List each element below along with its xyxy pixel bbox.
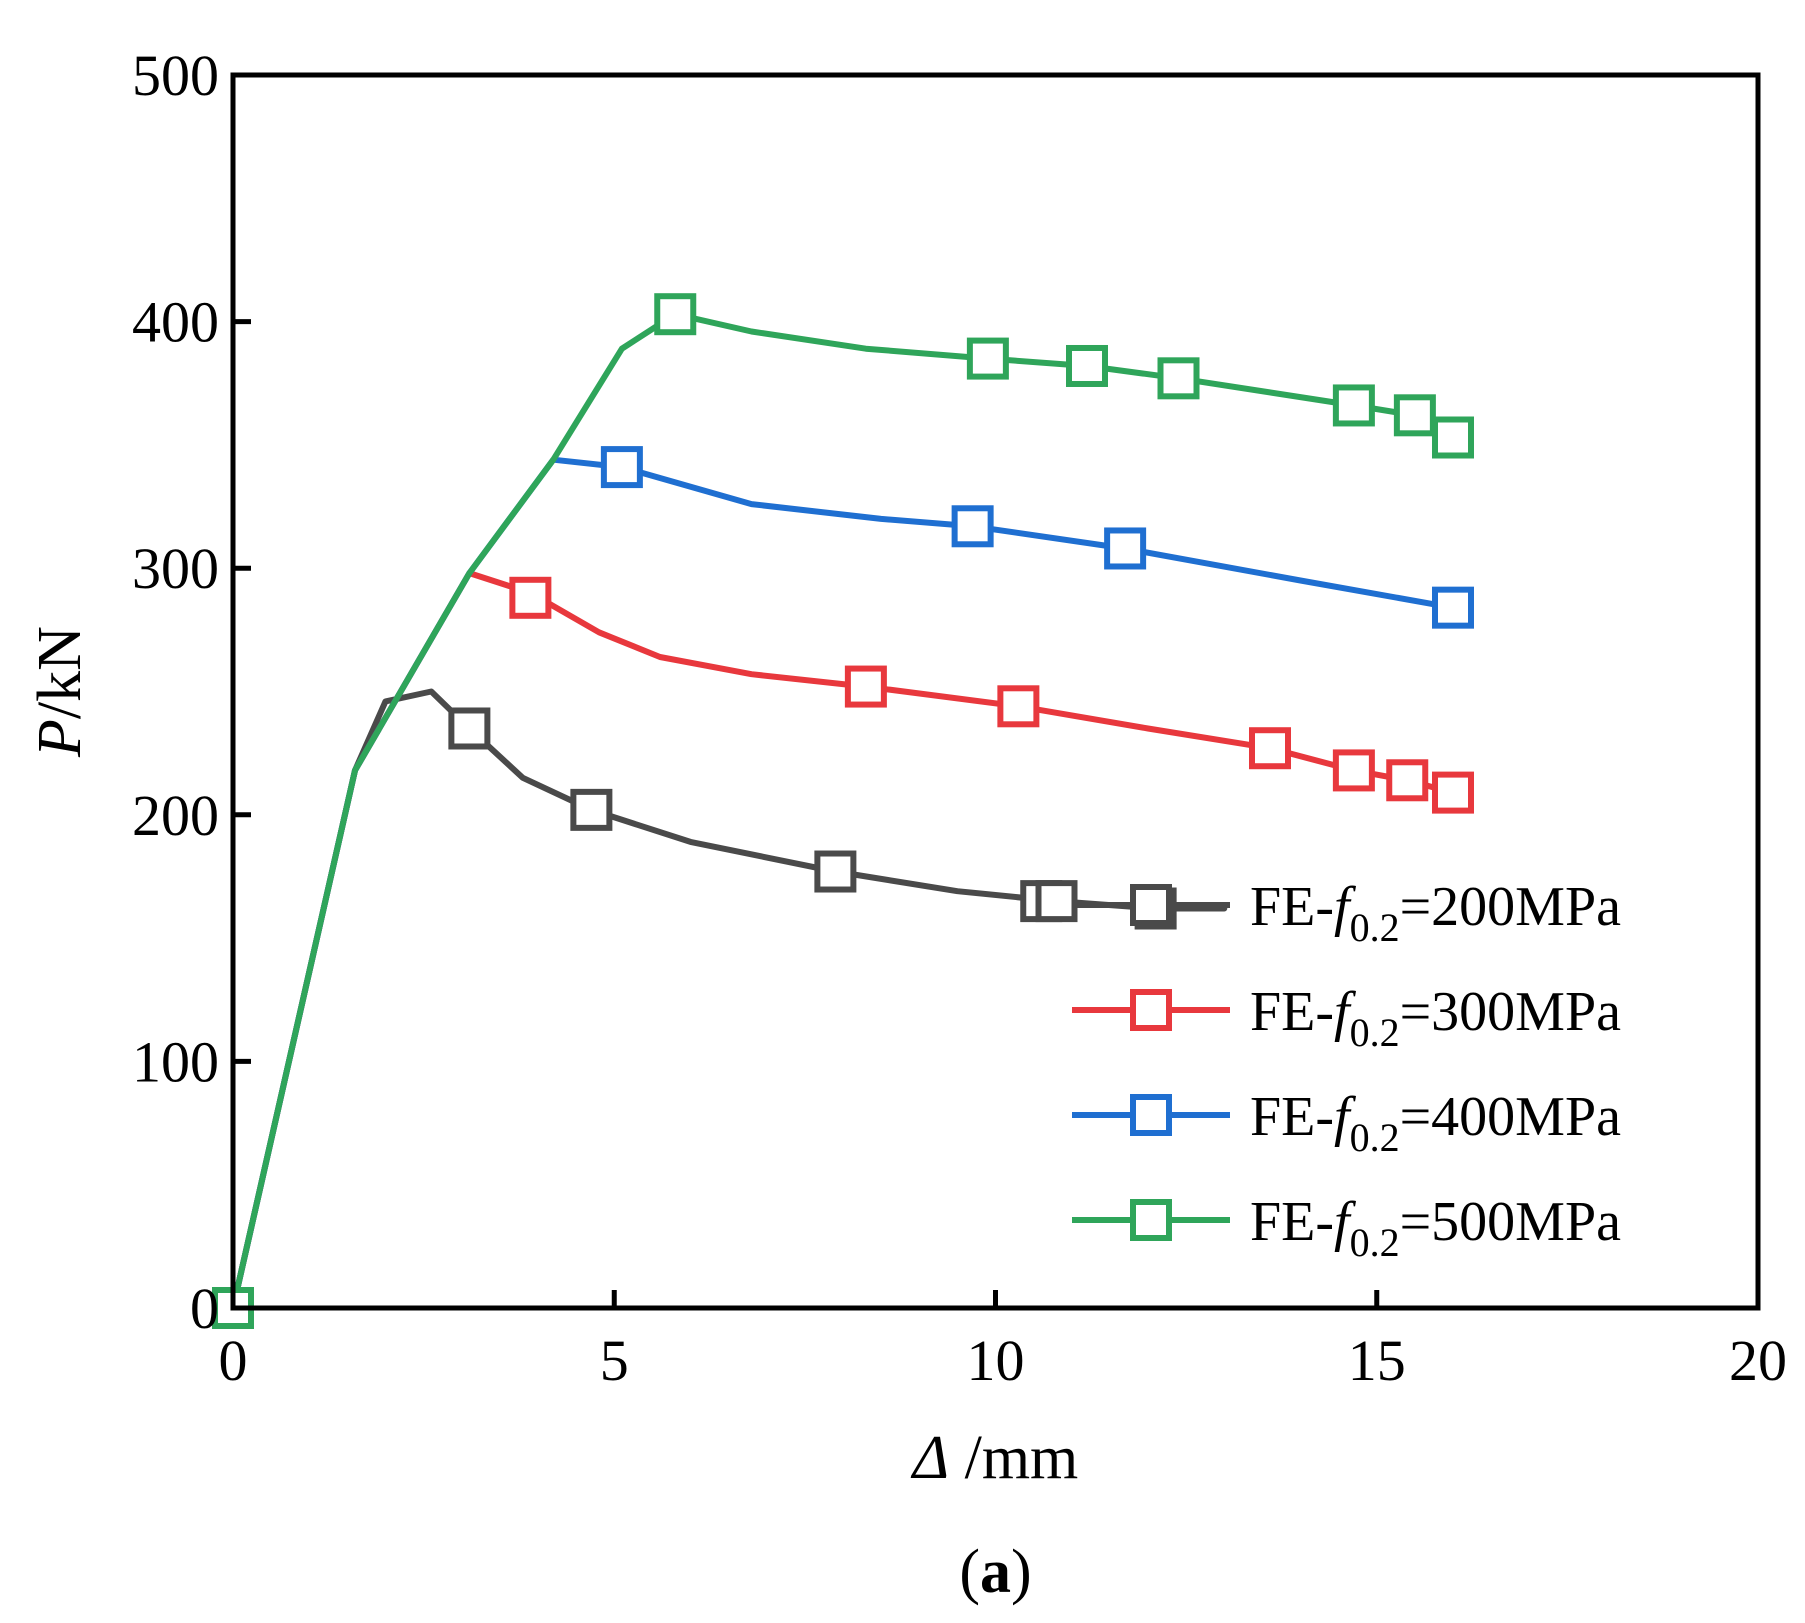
legend-marker [1130, 1199, 1172, 1241]
legend-label: FE-f0.2=300MPa [1250, 981, 1621, 1055]
legend-label-subscript: 0.2 [1350, 1220, 1400, 1265]
data-point-marker [814, 850, 857, 893]
data-point-marker [1157, 357, 1200, 400]
data-point-marker [1035, 880, 1078, 923]
panel-label: (a) [959, 1538, 1031, 1606]
y-tick-label: 300 [132, 536, 219, 601]
data-point-marker [966, 337, 1009, 380]
data-point-marker [1332, 384, 1375, 427]
legend-label: FE-f0.2=400MPa [1250, 1086, 1621, 1160]
legend-label: FE-f0.2=200MPa [1250, 876, 1621, 950]
legend-item: FE-f0.2=500MPa [1072, 1191, 1621, 1265]
panel-label-close: ) [1011, 1538, 1032, 1606]
data-point-marker [654, 293, 697, 336]
legend-marker [1130, 1094, 1172, 1136]
series-line [230, 688, 1228, 1311]
y-tick-label: 200 [132, 783, 219, 848]
legend-label-suffix: =500MPa [1400, 1191, 1622, 1253]
x-tick-label: 10 [967, 1328, 1025, 1393]
series-layer [212, 293, 1474, 1329]
x-tick-label: 15 [1348, 1328, 1406, 1393]
data-point-marker [1393, 394, 1436, 437]
x-tick-label: 20 [1729, 1328, 1787, 1393]
x-tick-label: 0 [219, 1328, 248, 1393]
data-point-marker [997, 685, 1040, 728]
data-point-marker [951, 505, 994, 548]
data-point-marker [509, 576, 552, 619]
legend-item: FE-f0.2=200MPa [1072, 876, 1621, 950]
legend-marker [1130, 989, 1172, 1031]
x-axis-unit: /mm [949, 1424, 1078, 1492]
legend-label-prefix: FE- [1250, 1191, 1334, 1253]
data-point-marker [1104, 527, 1147, 570]
y-axis-unit: /kN [26, 626, 94, 719]
legend: FE-f0.2=200MPa FE-f0.2=300MPa FE-f0.2=400M… [1072, 876, 1621, 1265]
data-point-marker [1386, 759, 1429, 802]
data-point-marker [844, 665, 887, 708]
legend-item: FE-f0.2=300MPa [1072, 981, 1621, 1055]
legend-label-suffix: =300MPa [1400, 981, 1622, 1043]
y-tick-label: 500 [132, 43, 219, 108]
data-point-marker [448, 707, 491, 750]
data-point-marker [1332, 749, 1375, 792]
legend-label-subscript: 0.2 [1350, 1010, 1400, 1055]
legend-label-suffix: =200MPa [1400, 876, 1622, 938]
legend-label-subscript: 0.2 [1350, 1115, 1400, 1160]
legend-label: FE-f0.2=500MPa [1250, 1191, 1621, 1265]
data-point-marker [570, 788, 613, 831]
y-tick-label: 400 [132, 290, 219, 355]
legend-label-suffix: =400MPa [1400, 1086, 1622, 1148]
y-axis-title: P/kN [26, 626, 94, 758]
series-line [230, 311, 1456, 1311]
legend-label-subscript: 0.2 [1350, 905, 1400, 950]
legend-label-prefix: FE- [1250, 981, 1334, 1043]
x-tick-label: 5 [600, 1328, 629, 1393]
legend-item: FE-f0.2=400MPa [1072, 1086, 1621, 1160]
panel-label-open: ( [959, 1538, 980, 1606]
y-tick-label: 100 [132, 1029, 219, 1094]
data-point-marker [1432, 771, 1474, 814]
legend-label-prefix: FE- [1250, 876, 1334, 938]
y-axis-symbol: P [26, 719, 94, 758]
x-axis-symbol: Δ [910, 1424, 949, 1492]
legend-label-prefix: FE- [1250, 1086, 1334, 1148]
x-axis-title: Δ /mm [910, 1424, 1079, 1492]
data-point-marker [600, 446, 643, 489]
data-point-marker [1432, 416, 1474, 459]
y-tick-label: 0 [190, 1276, 219, 1341]
panel-label-letter: a [980, 1538, 1011, 1606]
data-point-marker [1249, 727, 1291, 770]
data-point-marker [1432, 586, 1474, 629]
data-point-marker [1066, 344, 1108, 387]
legend-marker [1130, 884, 1172, 926]
